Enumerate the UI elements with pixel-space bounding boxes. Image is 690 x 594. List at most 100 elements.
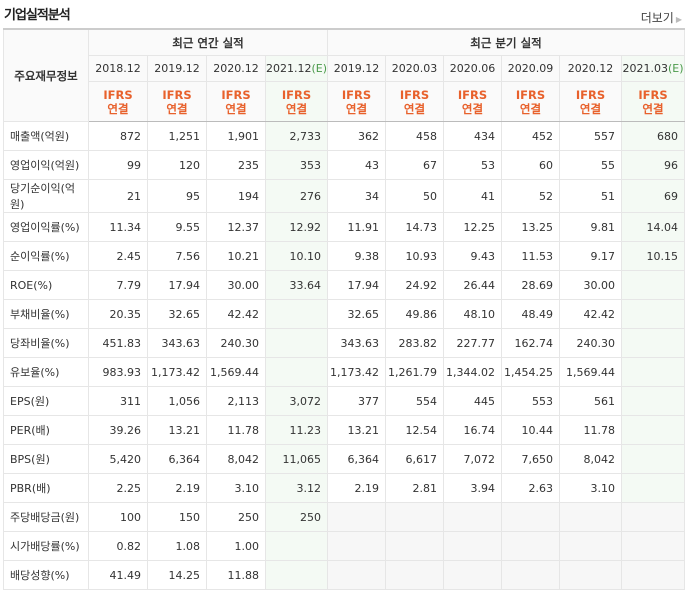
value-cell: 458 [385, 121, 444, 151]
basis-header: IFRS 연결 [385, 81, 444, 122]
value-cell: 41 [443, 179, 502, 213]
value-cell: 1,261.79 [385, 357, 444, 387]
annual-group-header: 최근 연간 실적 [88, 28, 328, 56]
basis-header: IFRS 연결 [265, 81, 328, 122]
value-cell: 1.00 [206, 531, 266, 561]
value-cell: 13.25 [501, 212, 560, 242]
value-cell [385, 560, 444, 590]
value-cell [265, 299, 328, 329]
value-cell: 6,364 [327, 444, 386, 474]
value-cell: 32.65 [147, 299, 207, 329]
estimate-mark: (E) [667, 62, 684, 75]
value-cell: 20.35 [88, 299, 148, 329]
more-link[interactable]: 더보기 ▶ [641, 9, 682, 26]
value-cell: 52 [501, 179, 560, 213]
value-cell: 14.04 [620, 212, 686, 242]
value-cell: 353 [265, 150, 328, 180]
value-cell: 8,042 [559, 444, 622, 474]
value-cell: 13.21 [147, 415, 207, 445]
value-cell: 11.88 [206, 560, 266, 590]
value-cell [620, 415, 686, 445]
value-cell: 12.25 [443, 212, 502, 242]
row-label: EPS(원) [3, 386, 89, 416]
value-cell: 2.81 [385, 473, 444, 503]
period-label: 2020.03 [391, 62, 438, 75]
value-cell: 99 [88, 150, 148, 180]
value-cell: 8,042 [206, 444, 266, 474]
row-label: 당기순이익(억원) [3, 179, 89, 213]
period-header: 2021.12(E) [265, 55, 328, 82]
value-cell: 362 [327, 121, 386, 151]
table-row: ROE(%) 7.79 17.94 30.00 33.64 17.94 24.92 26.44… [3, 270, 686, 300]
period-label: 2020.09 [507, 62, 554, 75]
period-header: 2019.12 [327, 55, 386, 82]
value-cell: 96 [620, 150, 686, 180]
row-label: 영업이익률(%) [3, 212, 89, 242]
value-cell [620, 531, 686, 561]
row-label: 당좌비율(%) [3, 328, 89, 358]
value-cell: 162.74 [501, 328, 560, 358]
row-label: 매출액(억원) [3, 121, 89, 151]
value-cell: 872 [88, 121, 148, 151]
value-cell [443, 502, 502, 532]
table-row: BPS(원) 5,420 6,364 8,042 11,065 6,364 6,617 7,0… [3, 444, 686, 474]
basis-header: IFRS 연결 [206, 81, 266, 122]
value-cell: 3.12 [265, 473, 328, 503]
table-row: PBR(배) 2.25 2.19 3.10 3.12 2.19 2.81 3.94 2.63 3.… [3, 473, 686, 503]
value-cell: 12.54 [385, 415, 444, 445]
value-cell: 1,454.25 [501, 357, 560, 387]
value-cell: 276 [265, 179, 328, 213]
row-label: BPS(원) [3, 444, 89, 474]
value-cell: 28.69 [501, 270, 560, 300]
value-cell: 10.21 [206, 241, 266, 271]
value-cell: 69 [620, 179, 686, 213]
value-cell: 194 [206, 179, 266, 213]
table-row: 주당배당금(원) 100 150 250 250 [3, 502, 686, 532]
value-cell: 9.81 [559, 212, 622, 242]
period-header: 2020.06 [443, 55, 502, 82]
row-label: ROE(%) [3, 270, 89, 300]
value-cell: 10.44 [501, 415, 560, 445]
value-cell: 9.38 [327, 241, 386, 271]
period-label: 2019.12 [333, 62, 380, 75]
period-label: 2020.06 [449, 62, 496, 75]
value-cell: 343.63 [327, 328, 386, 358]
value-cell: 150 [147, 502, 207, 532]
value-cell: 1,344.02 [443, 357, 502, 387]
value-cell: 48.49 [501, 299, 560, 329]
value-cell: 2.45 [88, 241, 148, 271]
value-cell: 26.44 [443, 270, 502, 300]
period-header: 2019.12 [147, 55, 207, 82]
table-row: 시가배당률(%) 0.82 1.08 1.00 [3, 531, 686, 561]
value-cell: 7.56 [147, 241, 207, 271]
value-cell: 1,056 [147, 386, 207, 416]
value-cell [620, 560, 686, 590]
value-cell [620, 473, 686, 503]
value-cell: 42.42 [206, 299, 266, 329]
value-cell: 11.34 [88, 212, 148, 242]
table-row: 영업이익(억원) 99 120 235 353 43 67 53 60 55 96 [3, 150, 686, 180]
row-label: PBR(배) [3, 473, 89, 503]
value-cell: 10.15 [620, 241, 686, 271]
value-cell: 3.10 [559, 473, 622, 503]
value-cell: 11.78 [559, 415, 622, 445]
value-cell: 53 [443, 150, 502, 180]
value-cell: 240.30 [559, 328, 622, 358]
value-cell: 11,065 [265, 444, 328, 474]
value-cell: 7,072 [443, 444, 502, 474]
value-cell: 67 [385, 150, 444, 180]
value-cell: 3.94 [443, 473, 502, 503]
period-label: 2019.12 [154, 62, 200, 75]
value-cell: 377 [327, 386, 386, 416]
value-cell: 33.64 [265, 270, 328, 300]
basis-header: IFRS 연결 [147, 81, 207, 122]
value-cell: 2.19 [327, 473, 386, 503]
value-cell: 983.93 [88, 357, 148, 387]
value-cell: 445 [443, 386, 502, 416]
period-header: 2020.12 [559, 55, 622, 82]
period-header: 2020.03 [385, 55, 444, 82]
value-cell: 41.49 [88, 560, 148, 590]
period-label: 2018.12 [95, 62, 141, 75]
section-title: 기업실적분석 [4, 8, 71, 23]
value-cell: 3.10 [206, 473, 266, 503]
